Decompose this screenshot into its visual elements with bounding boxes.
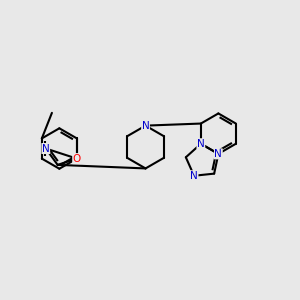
Text: N: N [190,171,198,181]
Text: N: N [142,121,149,130]
Text: N: N [197,139,205,149]
Text: N: N [214,149,222,159]
Text: O: O [73,154,81,164]
Text: N: N [42,143,50,154]
